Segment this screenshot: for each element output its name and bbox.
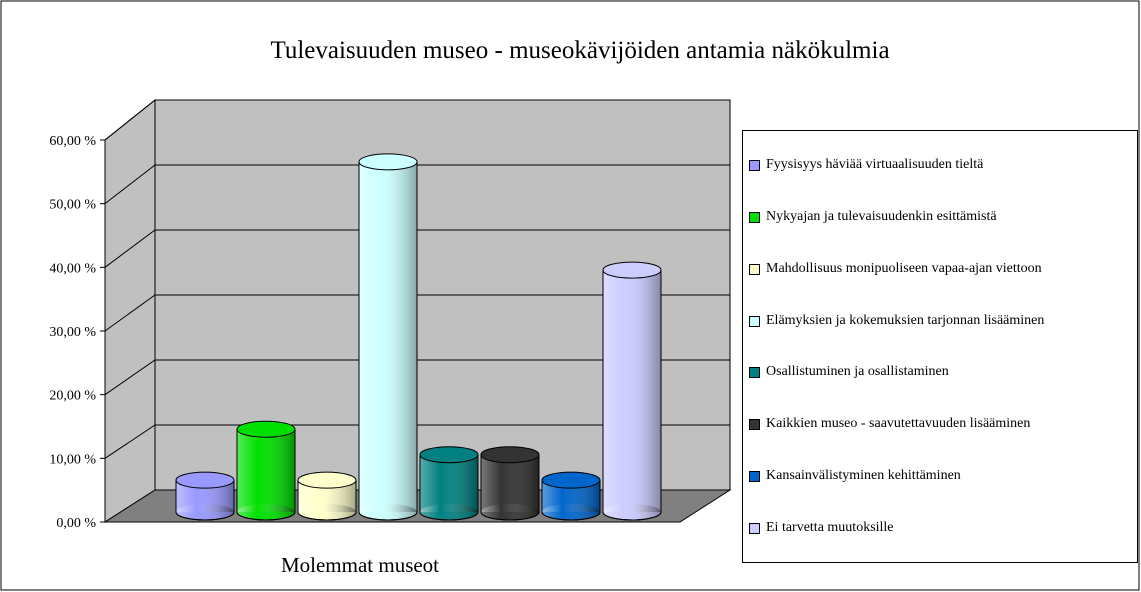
grid-line (104, 424, 730, 459)
legend-item: Kaikkien museo - saavutettavuuden lisääm… (749, 414, 1131, 434)
legend-swatch (749, 471, 760, 483)
legend-swatch (749, 315, 760, 327)
bar-bottom-shade (237, 504, 295, 520)
grid-line (104, 99, 730, 141)
grid-line (104, 164, 730, 205)
bar-shade (603, 270, 661, 512)
legend-label: Osallistuminen ja osallistaminen (766, 364, 949, 380)
bar-bottom-edge (480, 511, 540, 521)
y-tick-label: 40,00 % (49, 261, 96, 276)
grid-line (104, 294, 730, 332)
y-tick-label: 10,00 % (49, 452, 96, 467)
legend-swatch (749, 523, 760, 535)
bar-bottom-edge (358, 511, 418, 521)
bar-bottom-shade (481, 504, 539, 520)
chart-title: Tulevaisuuden museo - museokävijöiden an… (270, 37, 889, 64)
legend-label: Mahdollisuus monipuoliseen vapaa-ajan vi… (766, 260, 1042, 276)
bar-top (175, 471, 235, 489)
bar-bottom-shade (542, 504, 600, 520)
legend-label: Kaikkien museo - saavutettavuuden lisääm… (766, 416, 1031, 432)
legend-label: Fyysisyys häviää virtuaalisuuden tieltä (766, 156, 984, 172)
bar-bottom-shade (359, 504, 417, 520)
bar-bottom-edge (236, 511, 296, 521)
bar-bottom-edge (602, 511, 662, 521)
bar-shade (359, 161, 417, 513)
bar (236, 420, 296, 521)
grid-line (104, 359, 730, 396)
bar-bottom-shade (420, 504, 478, 520)
bar-bottom-edge (541, 511, 601, 521)
bar-bottom-edge (175, 511, 235, 521)
legend-swatch (749, 367, 760, 379)
legend: Fyysisyys häviää virtuaalisuuden tieltä N… (742, 130, 1138, 563)
bar-shade (420, 454, 478, 512)
y-tick-label: 60,00 % (49, 134, 96, 149)
bar-bottom-shade (603, 504, 661, 520)
bar (175, 471, 235, 521)
bar-bottom-shade (176, 504, 234, 520)
bar (602, 261, 662, 521)
legend-item: Kansainvälistyminen kehittäminen (749, 466, 1131, 486)
legend-label: Nykyajan ja tulevaisuudenkin esittämistä (766, 208, 997, 224)
y-tick-label: 0,00 % (56, 516, 96, 531)
bar (419, 446, 479, 521)
legend-item: Elämyksien ja kokemuksien tarjonnan lisä… (749, 311, 1131, 331)
y-tick-label: 20,00 % (49, 389, 96, 404)
bar-top (480, 446, 540, 464)
legend-item: Ei tarvetta muutoksille (749, 518, 1131, 538)
legend-swatch (749, 419, 760, 431)
bar-top (419, 446, 479, 464)
legend-item: Fyysisyys häviää virtuaalisuuden tieltä (749, 155, 1131, 175)
legend-swatch (749, 211, 760, 223)
legend-item: Osallistuminen ja osallistaminen (749, 362, 1131, 382)
bar-shade (237, 429, 295, 512)
category-label: Molemmat museot (281, 553, 439, 577)
legend-item: Mahdollisuus monipuoliseen vapaa-ajan vi… (749, 259, 1131, 279)
legend-label: Elämyksien ja kokemuksien tarjonnan lisä… (766, 312, 1045, 328)
bar-bottom-edge (297, 511, 357, 521)
legend-label: Ei tarvetta muutoksille (766, 520, 894, 536)
bar-top (297, 471, 357, 489)
bar-bottom-shade (298, 504, 356, 520)
legend-label: Kansainvälistyminen kehittäminen (766, 468, 961, 484)
bar (297, 471, 357, 521)
legend-swatch (749, 263, 760, 275)
bar (480, 446, 540, 521)
bar-top (541, 471, 601, 489)
bar (358, 153, 418, 521)
y-tick-label: 30,00 % (49, 325, 96, 340)
side-wall (104, 98, 156, 523)
bar-top (602, 261, 662, 279)
legend-item: Nykyajan ja tulevaisuudenkin esittämistä (749, 207, 1131, 227)
bar-shade (481, 454, 539, 512)
bar-bottom-edge (419, 511, 479, 521)
y-tick-label: 50,00 % (49, 198, 96, 213)
bar-top (236, 420, 296, 438)
bar (541, 471, 601, 521)
grid-line (104, 229, 730, 268)
bar-top (358, 153, 418, 171)
legend-swatch (749, 159, 760, 171)
